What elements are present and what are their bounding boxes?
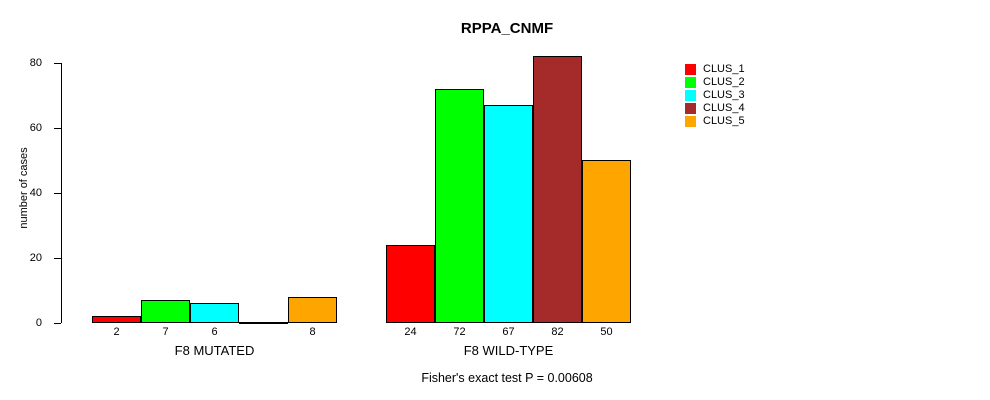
legend-swatch (685, 77, 696, 88)
bar (92, 316, 141, 323)
bar-value-label: 2 (113, 326, 120, 338)
bar-value-label: 72 (453, 326, 466, 338)
legend-label: CLUS_3 (703, 89, 745, 101)
bar (533, 56, 582, 323)
legend-row: CLUS_2 (685, 76, 745, 89)
legend-swatch (685, 103, 696, 114)
bar (288, 297, 337, 323)
bar-zero-height (239, 322, 288, 324)
bar-value-label: 50 (600, 326, 613, 338)
bar (435, 89, 484, 323)
y-axis-tick-label: 40 (29, 187, 42, 199)
legend: CLUS_1 CLUS_2 CLUS_3 CLUS_4 CLUS_5 (685, 63, 745, 128)
y-axis-tick (54, 258, 61, 259)
bar-value-label: 8 (309, 326, 316, 338)
x-axis-group-label: F8 WILD-TYPE (463, 343, 554, 358)
legend-row: CLUS_4 (685, 102, 745, 115)
x-axis-group-label: F8 MUTATED (174, 343, 255, 358)
legend-label: CLUS_4 (703, 102, 745, 114)
y-axis-tick (54, 128, 61, 129)
bar-value-label: 67 (502, 326, 515, 338)
bar-value-label: 6 (211, 326, 218, 338)
chart-title: RPPA_CNMF (460, 20, 554, 37)
legend-label: CLUS_2 (703, 76, 745, 88)
bar-value-label: 7 (162, 326, 169, 338)
bar (190, 303, 239, 323)
legend-swatch (685, 64, 696, 75)
legend-swatch (685, 90, 696, 101)
bar (582, 160, 631, 323)
y-axis-tick (54, 323, 61, 324)
y-axis-line (61, 63, 62, 323)
legend-row: CLUS_5 (685, 115, 745, 128)
y-axis-tick-label: 80 (29, 57, 42, 69)
y-axis-tick (54, 63, 61, 64)
legend-swatch (685, 116, 696, 127)
y-axis-tick (54, 193, 61, 194)
bar (484, 105, 533, 323)
y-axis-tick-label: 0 (35, 317, 42, 329)
legend-label: CLUS_5 (703, 115, 745, 127)
bar-value-label: 24 (404, 326, 417, 338)
y-axis-tick-label: 60 (29, 122, 42, 134)
legend-label: CLUS_1 (703, 63, 745, 75)
footnote-fishers-test: Fisher's exact test P = 0.00608 (421, 371, 593, 385)
y-axis-tick-label: 20 (29, 252, 42, 264)
bar (386, 245, 435, 323)
bar (141, 300, 190, 323)
bar-value-label: 82 (551, 326, 564, 338)
legend-row: CLUS_1 (685, 63, 745, 76)
legend-row: CLUS_3 (685, 89, 745, 102)
